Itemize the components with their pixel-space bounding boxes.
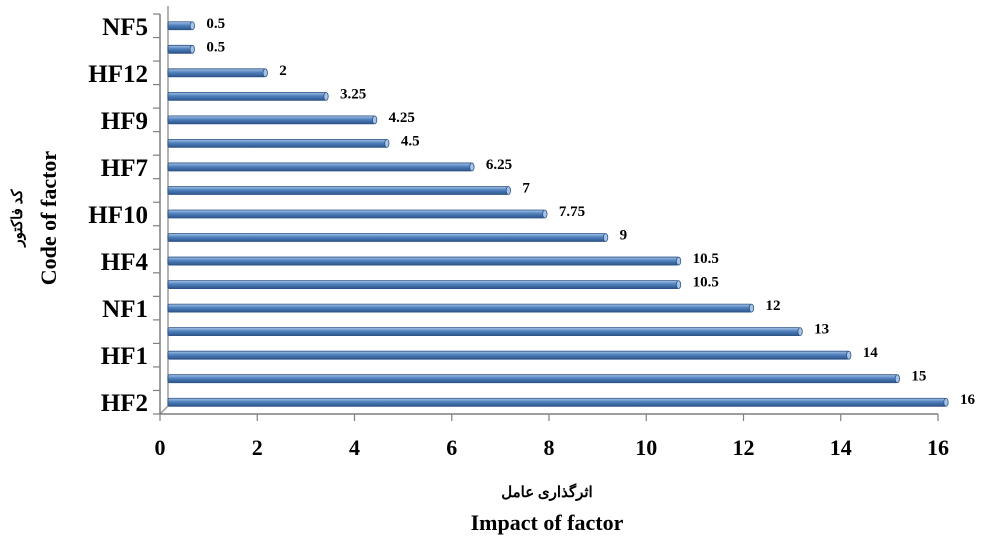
y-tick-label: HF2 [101, 390, 148, 417]
y-tick-label: HF1 [101, 343, 148, 370]
data-label: 7 [522, 180, 530, 196]
data-label: 16 [960, 392, 976, 408]
bar-end-cap [603, 233, 609, 242]
x-axis-title: Impact of factor [471, 510, 624, 535]
bar-end-cap [943, 397, 949, 407]
x-axis-title-persian: اثرگذاری عامل [501, 483, 592, 501]
bar-end-cap [542, 209, 548, 219]
data-label: 4.25 [389, 110, 415, 126]
bar [167, 209, 546, 219]
bar [167, 21, 193, 31]
y-tick-label: HF9 [101, 108, 148, 135]
bar [167, 374, 898, 384]
bar [167, 44, 193, 54]
bar [167, 186, 509, 195]
depth-edge [159, 405, 169, 415]
bar-end-cap [323, 91, 329, 101]
bar-end-cap [675, 256, 682, 266]
data-label: 9 [620, 228, 628, 244]
bar [167, 303, 752, 313]
data-label: 14 [863, 345, 879, 361]
bar [167, 350, 850, 360]
x-tick-label: 10 [635, 435, 657, 460]
data-label: 6.25 [486, 157, 512, 173]
bar-end-cap [748, 303, 755, 313]
x-tick-label: 14 [830, 435, 852, 460]
bar-end-cap [469, 162, 475, 172]
y-axis-title-persian: کد فاکتور [10, 189, 26, 248]
bar [167, 256, 679, 266]
bar [167, 162, 473, 172]
bars [167, 21, 949, 407]
bar-end-cap [675, 280, 682, 289]
x-tick-label: 16 [927, 435, 949, 460]
x-tick-label: 8 [544, 435, 555, 460]
bar-end-cap [505, 186, 511, 195]
bar [167, 280, 679, 289]
bar [167, 233, 607, 242]
x-tick-label: 2 [252, 435, 263, 460]
x-tick-label: 0 [155, 435, 166, 460]
y-tick-label: NF5 [102, 14, 148, 41]
bar-end-cap [189, 21, 195, 31]
data-label: 7.75 [559, 204, 585, 220]
x-tick-label: 12 [733, 435, 755, 460]
x-tick-label: 6 [446, 435, 457, 460]
bar-end-cap [894, 374, 900, 384]
bar [167, 327, 801, 337]
data-label: 13 [814, 322, 829, 338]
bar-end-cap [846, 350, 852, 360]
bar-end-cap [384, 139, 390, 148]
bar [167, 115, 376, 125]
bar [167, 397, 947, 407]
data-label: 2 [279, 63, 287, 79]
y-tick-label: HF7 [101, 155, 148, 182]
data-label: 10.5 [693, 251, 719, 267]
y-tick-label: NF1 [102, 296, 148, 323]
data-label: 15 [911, 369, 926, 385]
x-tick-label: 4 [349, 435, 360, 460]
bar-end-cap [262, 68, 268, 78]
bar-end-cap [797, 327, 803, 337]
y-tick-label: HF10 [88, 202, 148, 229]
data-label: 4.5 [401, 133, 420, 149]
y-tick-label: HF4 [101, 249, 149, 276]
data-label: 0.5 [206, 16, 225, 32]
data-label: 3.25 [340, 86, 366, 102]
bar-end-cap [189, 44, 195, 54]
data-label: 12 [766, 298, 781, 314]
data-label: 0.5 [206, 39, 225, 55]
bar-end-cap [372, 115, 378, 125]
y-axis-title: Code of factor [36, 151, 61, 286]
labels: 0 2 4 6 8 10 12 14 16 16 15 14 13 12 10.5 10.5 9 7.75 7 6.2… [88, 14, 975, 460]
bar [167, 68, 266, 78]
bar [167, 91, 327, 101]
y-tick-label: HF12 [88, 61, 148, 88]
bar [167, 139, 388, 148]
data-label: 10.5 [693, 275, 719, 291]
